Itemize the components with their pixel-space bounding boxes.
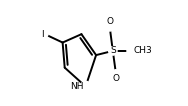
Circle shape <box>109 47 117 55</box>
Circle shape <box>127 45 138 57</box>
Text: NH: NH <box>70 82 84 91</box>
Circle shape <box>105 23 114 31</box>
Text: S: S <box>110 46 116 55</box>
Text: I: I <box>41 30 44 39</box>
Text: O: O <box>112 74 119 83</box>
Circle shape <box>42 31 48 37</box>
Text: CH3: CH3 <box>134 46 152 55</box>
Text: O: O <box>106 17 113 26</box>
Circle shape <box>80 81 91 92</box>
Circle shape <box>112 70 120 78</box>
